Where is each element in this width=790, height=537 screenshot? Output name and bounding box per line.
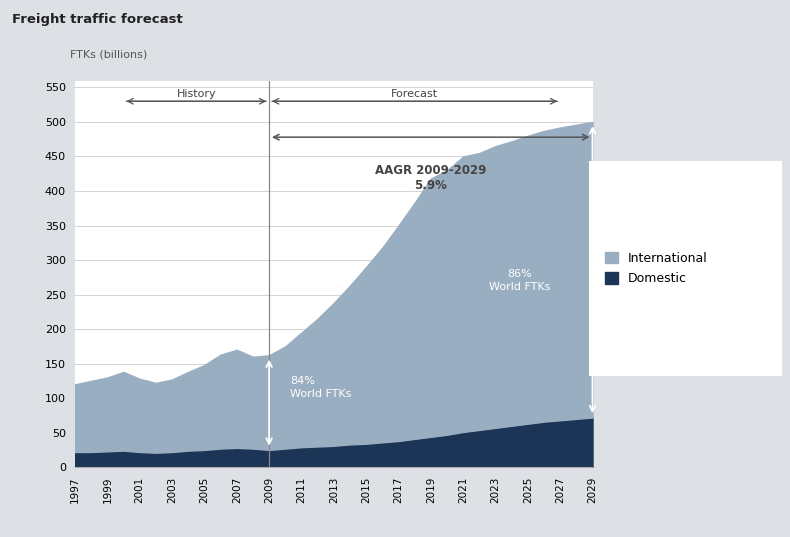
Text: FTKs (billions): FTKs (billions) xyxy=(70,49,147,59)
Text: History: History xyxy=(176,89,216,98)
Text: 5.9%: 5.9% xyxy=(415,179,447,192)
Text: AAGR 2009-2029: AAGR 2009-2029 xyxy=(375,164,487,177)
Text: 84%
World FTKs: 84% World FTKs xyxy=(290,376,352,400)
Legend: International, Domestic: International, Domestic xyxy=(605,252,707,285)
Text: Freight traffic forecast: Freight traffic forecast xyxy=(12,13,182,26)
Text: 86%
World FTKs: 86% World FTKs xyxy=(489,269,551,292)
Text: Forecast: Forecast xyxy=(391,89,438,98)
